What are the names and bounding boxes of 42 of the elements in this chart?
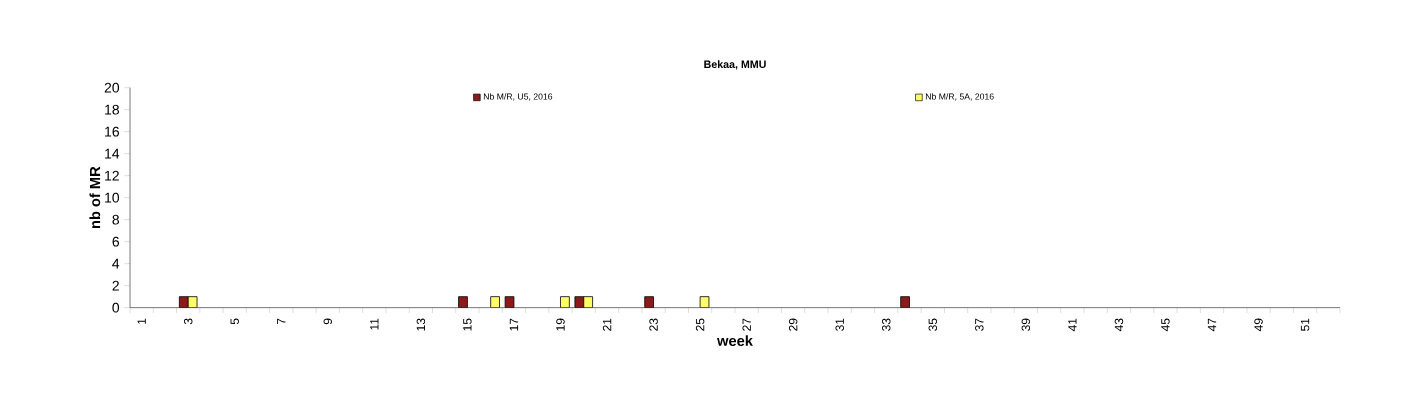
x-tick-label: 31 — [835, 318, 844, 331]
chart-title: Bekaa, MMU — [704, 60, 766, 70]
x-tick-label: 51 — [1300, 318, 1310, 331]
y-tick-label: 18 — [105, 104, 119, 115]
x-tick-label: 41 — [1068, 318, 1077, 332]
x-tick-label: 39 — [1021, 318, 1031, 331]
y-tick-label: 8 — [112, 214, 119, 225]
x-tick-label: 21 — [602, 318, 612, 331]
y-tick-label: 2 — [112, 280, 119, 291]
x-tick-label: 29 — [788, 318, 798, 331]
x-axis-title: week — [717, 335, 753, 346]
y-tick-label: 12 — [105, 170, 119, 181]
x-tick-label: 43 — [1114, 318, 1124, 332]
y-axis-title: nb of MR — [89, 166, 101, 229]
x-tick-label: 25 — [695, 318, 705, 331]
x-tick-label: 15 — [463, 318, 472, 331]
x-tick-label: 19 — [556, 318, 565, 331]
x-tick-label: 5 — [230, 318, 239, 325]
y-tick-label: 6 — [112, 236, 119, 247]
y-tick-label: 16 — [105, 126, 119, 137]
x-tick-label: 13 — [416, 318, 426, 331]
legend-label: Nb M/R, 5A, 2016 — [925, 93, 994, 101]
x-tick-label: 3 — [183, 318, 193, 325]
x-tick-label: 1 — [137, 318, 146, 324]
x-tick-label: 9 — [323, 318, 333, 325]
x-tick-label: 35 — [928, 318, 938, 331]
x-tick-label: 17 — [509, 318, 519, 331]
legend-label: Nb M/R, U5, 2016 — [483, 93, 553, 101]
x-tick-label: 45 — [1161, 318, 1170, 332]
y-tick-label: 0 — [112, 302, 120, 313]
x-tick-label: 11 — [370, 318, 379, 330]
y-tick-label: 14 — [105, 148, 120, 159]
x-tick-label: 7 — [277, 318, 286, 325]
x-tick-label: 23 — [649, 318, 658, 331]
x-tick-label: 33 — [881, 318, 891, 331]
x-tick-label: 47 — [1207, 318, 1217, 332]
x-tick-label: 27 — [742, 318, 751, 331]
y-tick-label: 4 — [112, 258, 120, 269]
y-tick-label: 10 — [105, 192, 120, 203]
x-tick-label: 49 — [1254, 318, 1263, 332]
x-tick-label: 37 — [975, 318, 984, 331]
y-tick-label: 20 — [104, 82, 120, 93]
